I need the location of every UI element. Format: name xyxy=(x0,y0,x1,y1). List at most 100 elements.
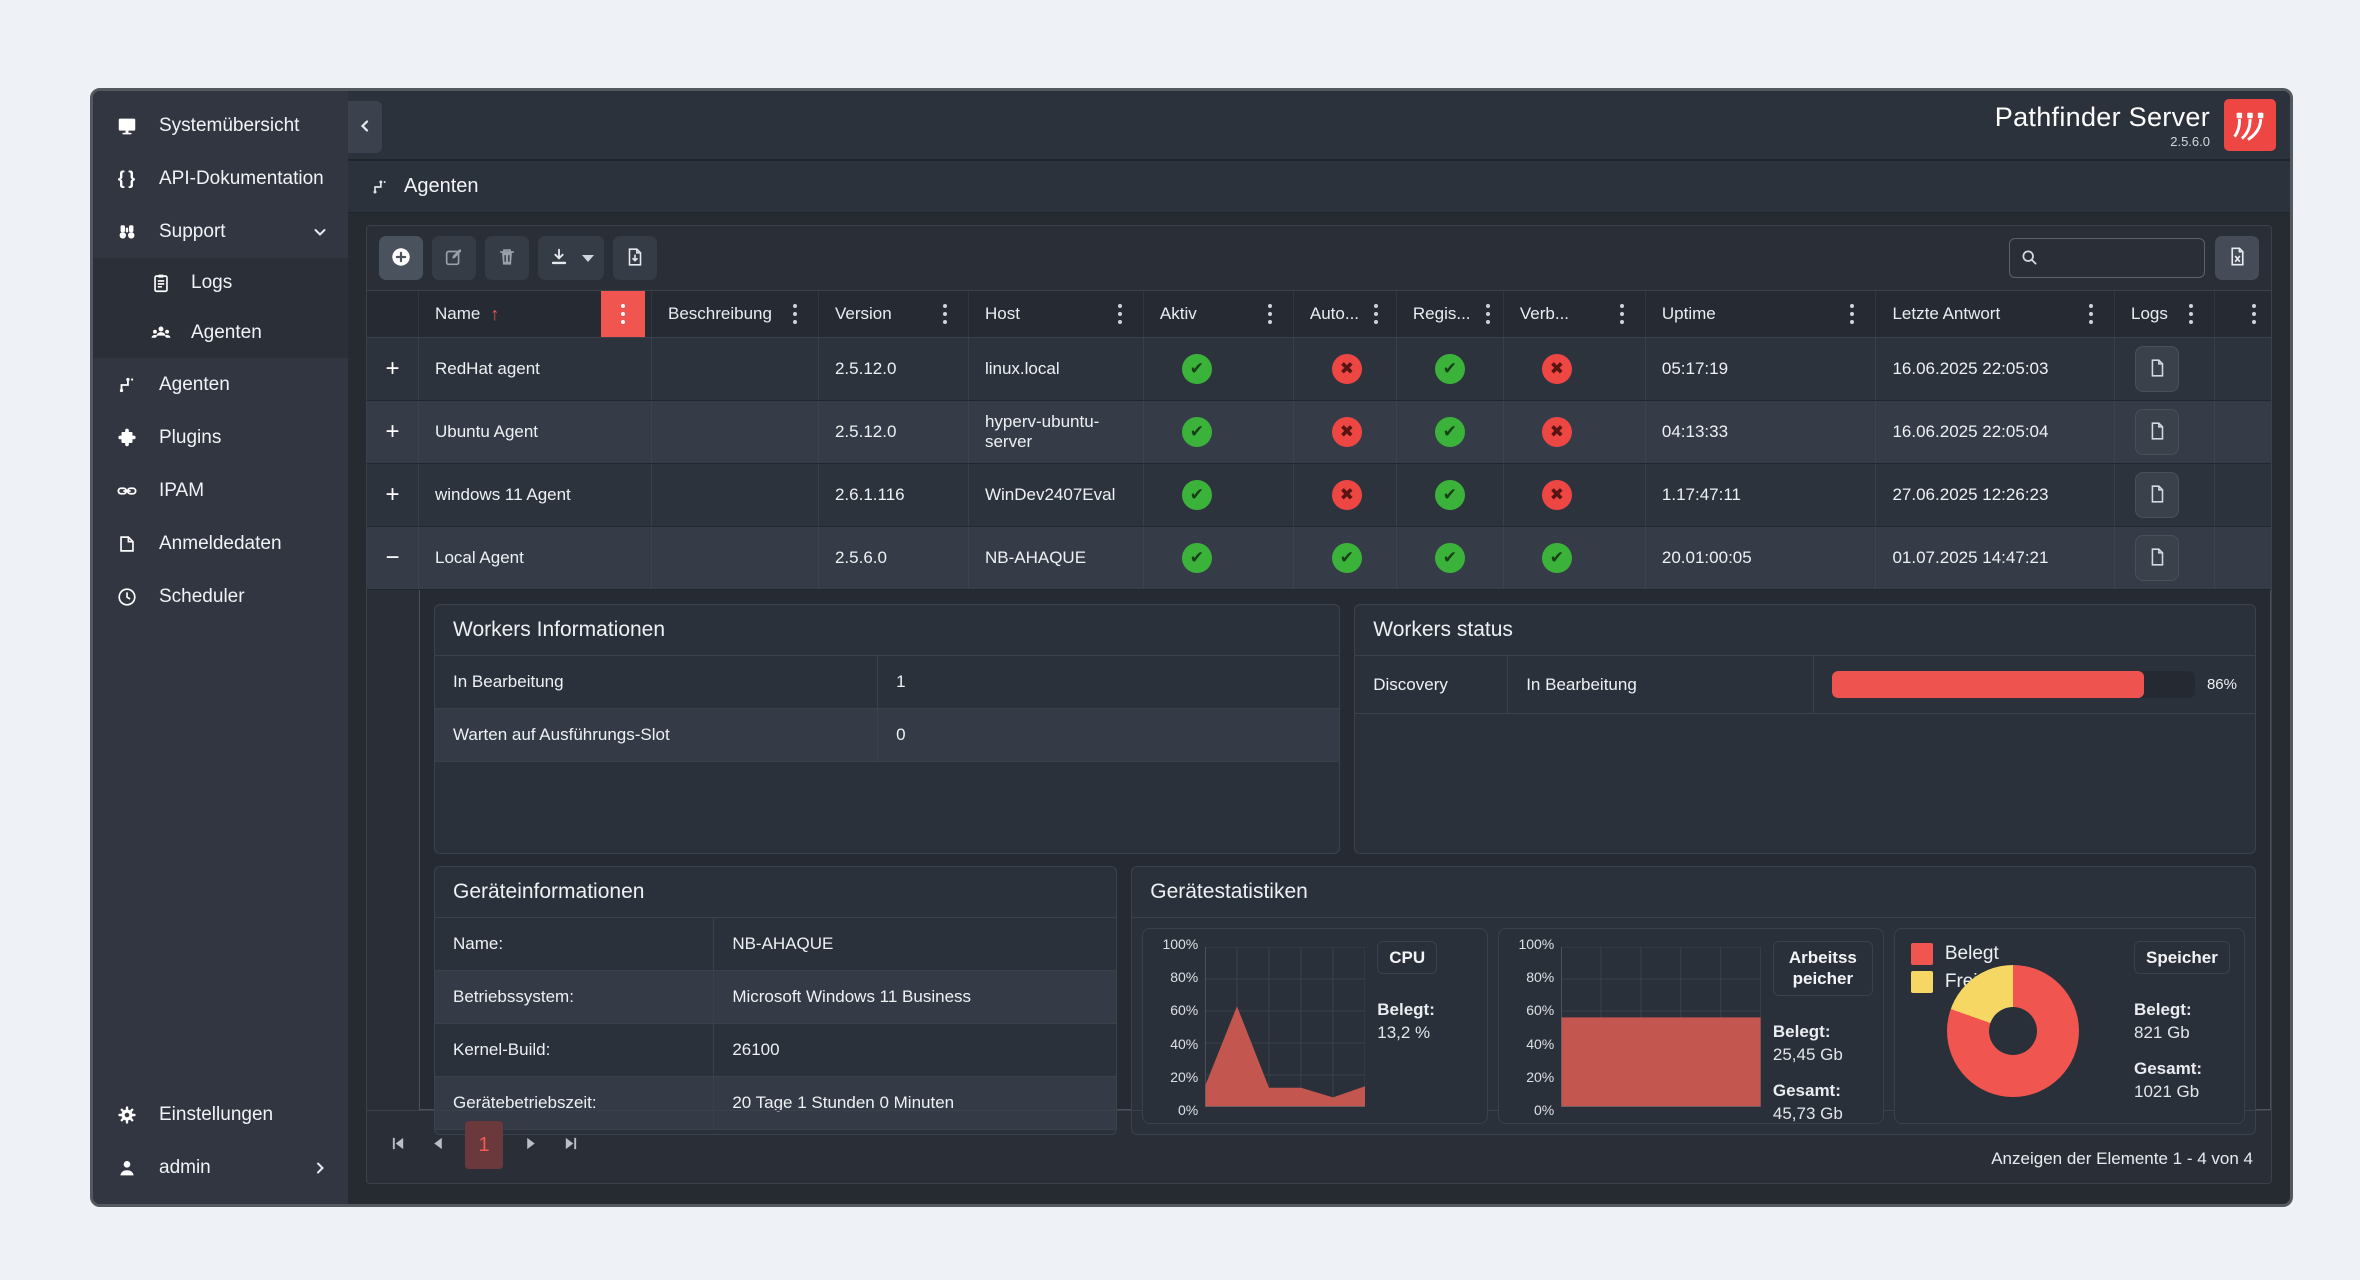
edit-agent-button[interactable] xyxy=(432,236,476,280)
cell-host: hyperv-ubuntu-server xyxy=(969,401,1144,463)
sidebar-item-admin[interactable]: admin xyxy=(93,1141,348,1194)
status-icon xyxy=(1541,543,1572,573)
storage-total-value: 1021 Gb xyxy=(2134,1082,2200,1102)
sidebar-item-scheduler[interactable]: Scheduler xyxy=(93,570,348,623)
cpu-y-axis: 100% 80% 60% 40% 20% 0% xyxy=(1162,936,1199,1118)
excel-export-button[interactable] xyxy=(2215,236,2259,280)
cell-uptime: 1.17:47:11 xyxy=(1646,464,1877,526)
sidebar-item-support[interactable]: Support xyxy=(93,205,348,258)
sidebar-submenu-support: Logs Agenten xyxy=(93,258,348,358)
sidebar-item-anmeldedaten[interactable]: Anmeldedaten xyxy=(93,517,348,570)
download-agent-button[interactable] xyxy=(538,236,604,280)
row-logs-button[interactable] xyxy=(2134,409,2179,455)
cell-beschreibung xyxy=(652,401,819,463)
add-agent-button[interactable] xyxy=(379,236,423,280)
column-header-regis[interactable]: Regis... xyxy=(1397,291,1504,337)
content-area: Name ↑ Beschreibung Version xyxy=(348,213,2290,1204)
table-body: + RedHat agent 2.5.12.0 linux.local 05:1… xyxy=(367,338,2271,1135)
delete-agent-button[interactable] xyxy=(485,236,529,280)
cell-version: 2.5.12.0 xyxy=(819,338,969,400)
storage-info: Speicher Belegt: 821 Gb Gesamt: 1021 Gb xyxy=(2122,941,2234,1111)
row-logs-button[interactable] xyxy=(2134,346,2179,392)
next-page-button[interactable] xyxy=(517,1125,543,1165)
status-icon xyxy=(1541,417,1572,447)
column-menu-button[interactable] xyxy=(2074,291,2108,337)
column-header-name[interactable]: Name ↑ xyxy=(419,291,652,337)
collapse-row-button[interactable]: − xyxy=(385,544,400,571)
column-menu-button[interactable] xyxy=(2237,291,2271,337)
cell-uptime: 20.01:00:05 xyxy=(1646,527,1877,589)
column-header-logs[interactable]: Logs xyxy=(2115,291,2215,337)
expand-row-button[interactable]: + xyxy=(385,481,400,508)
column-label: Uptime xyxy=(1661,304,1716,323)
grid-toolbar xyxy=(367,226,2271,290)
cell-beschreibung xyxy=(652,338,819,400)
column-header-host[interactable]: Host xyxy=(969,291,1144,337)
column-label: Version xyxy=(834,304,892,323)
sidebar-item-plugins[interactable]: Plugins xyxy=(93,411,348,464)
cell-host: WinDev2407Eval xyxy=(969,464,1144,526)
sidebar-item-agenten[interactable]: Agenten xyxy=(93,358,348,411)
column-header-beschreibung[interactable]: Beschreibung xyxy=(652,291,819,337)
chevron-down-icon xyxy=(312,224,328,240)
sidebar-item-api-dokumentation[interactable]: { } API-Dokumentation xyxy=(93,152,348,205)
row-logs-button[interactable] xyxy=(2134,535,2179,581)
sidebar-item-ipam[interactable]: IPAM xyxy=(93,464,348,517)
first-page-button[interactable] xyxy=(385,1125,411,1165)
sidebar-collapse-button[interactable] xyxy=(348,101,382,153)
kebab-menu-icon xyxy=(1619,312,1624,316)
status-icon xyxy=(1434,417,1465,447)
current-page-button[interactable]: 1 xyxy=(465,1121,503,1169)
column-header-version[interactable]: Version xyxy=(819,291,969,337)
column-menu-button[interactable] xyxy=(1103,291,1137,337)
status-icon xyxy=(1331,480,1362,510)
sidebar-item-logs[interactable]: Logs xyxy=(93,258,348,308)
column-menu-button[interactable] xyxy=(778,291,812,337)
column-menu-button[interactable] xyxy=(1359,291,1393,337)
column-menu-button[interactable] xyxy=(1471,291,1503,337)
pathfinder-logo xyxy=(2224,99,2276,151)
expand-row-button[interactable]: + xyxy=(385,355,400,382)
column-header-uptime[interactable]: Uptime xyxy=(1646,291,1877,337)
sidebar-item-label: Anmeldedaten xyxy=(159,532,282,554)
previous-page-icon xyxy=(431,1136,446,1154)
table-row[interactable]: + RedHat agent 2.5.12.0 linux.local 05:1… xyxy=(367,338,2271,401)
column-menu-button[interactable] xyxy=(601,291,645,337)
table-row[interactable]: + windows 11 Agent 2.6.1.116 WinDev2407E… xyxy=(367,464,2271,527)
ram-used-value: 25,45 Gb xyxy=(1772,1044,1843,1064)
row-logs-button[interactable] xyxy=(2134,472,2179,518)
column-header-verb[interactable]: Verb... xyxy=(1504,291,1646,337)
sidebar-item-label: admin xyxy=(159,1156,211,1178)
table-row-expanded[interactable]: − Local Agent 2.5.6.0 NB-AHAQUE 20.01:00… xyxy=(367,527,2271,590)
file-icon xyxy=(2146,357,2168,382)
expand-row-button[interactable]: + xyxy=(385,418,400,445)
info-row: Kernel-Build: 26100 xyxy=(435,1024,1117,1077)
search-input[interactable] xyxy=(2009,238,2205,278)
column-menu-button[interactable] xyxy=(1253,291,1287,337)
worker-name: Discovery xyxy=(1355,656,1509,713)
column-header-aktiv[interactable]: Aktiv xyxy=(1144,291,1294,337)
storage-chart-card: Belegt Frei xyxy=(1893,928,2245,1124)
panel-title: Workers status xyxy=(1355,605,2255,656)
column-menu-button[interactable] xyxy=(1835,291,1869,337)
cell-letzte-antwort: 27.06.2025 12:26:23 xyxy=(1876,464,2115,526)
import-file-button[interactable] xyxy=(613,236,657,280)
cell-host: NB-AHAQUE xyxy=(969,527,1144,589)
previous-page-button[interactable] xyxy=(425,1125,451,1165)
column-menu-button[interactable] xyxy=(2174,291,2208,337)
sidebar-item-einstellungen[interactable]: Einstellungen xyxy=(93,1088,348,1141)
last-page-button[interactable] xyxy=(557,1125,583,1165)
status-icon xyxy=(1331,543,1362,573)
sidebar-item-agenten-support[interactable]: Agenten xyxy=(93,308,348,358)
file-import-icon xyxy=(624,246,646,271)
first-page-icon xyxy=(391,1136,406,1154)
table-row[interactable]: + Ubuntu Agent 2.5.12.0 hyperv-ubuntu-se… xyxy=(367,401,2271,464)
agents-table: Name ↑ Beschreibung Version xyxy=(367,290,2271,1183)
column-header-letzte-antwort[interactable]: Letzte Antwort xyxy=(1876,291,2115,337)
column-header-auto[interactable]: Auto... xyxy=(1294,291,1397,337)
sidebar-item-systemuebersicht[interactable]: Systemübersicht xyxy=(93,99,348,152)
info-label: Betriebssystem: xyxy=(435,971,715,1023)
column-header-menu[interactable] xyxy=(2215,291,2271,337)
column-menu-button[interactable] xyxy=(928,291,962,337)
column-menu-button[interactable] xyxy=(1605,291,1639,337)
